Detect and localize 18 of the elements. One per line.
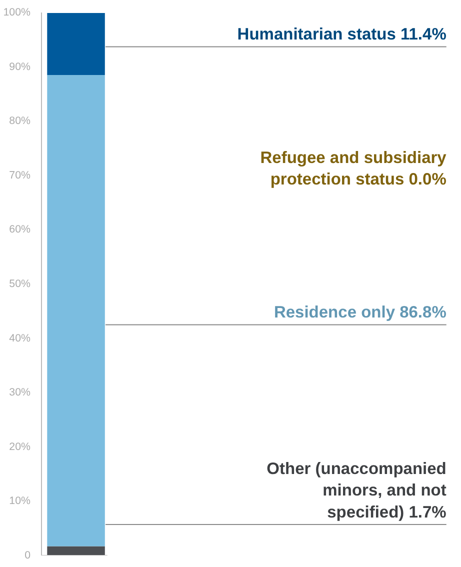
y-tick-label: 60% xyxy=(9,224,32,236)
y-tick-label: 100% xyxy=(3,6,32,18)
y-tick-label: 0 xyxy=(24,550,31,562)
y-tick-label: 70% xyxy=(9,169,32,182)
text: Humanitarian status 11.4% xyxy=(237,25,446,44)
text: Refugee and subsidiary protection status 0.0% xyxy=(260,148,446,188)
bar xyxy=(47,13,105,75)
bar xyxy=(47,546,105,556)
y-tick-label: 30% xyxy=(9,386,32,399)
y-tick-label: 20% xyxy=(9,440,32,453)
y-tick-label: 80% xyxy=(9,115,32,128)
bar xyxy=(47,74,105,546)
text: Residence only 86.8% xyxy=(274,303,446,322)
y-tick-label: 90% xyxy=(9,60,32,73)
y-tick-label: 40% xyxy=(9,332,32,344)
text: Other (unaccompanied minors, and not specified) 1.7% xyxy=(266,460,446,522)
y-tick-label: 50% xyxy=(9,278,32,290)
y-tick-label: 10% xyxy=(9,495,32,508)
